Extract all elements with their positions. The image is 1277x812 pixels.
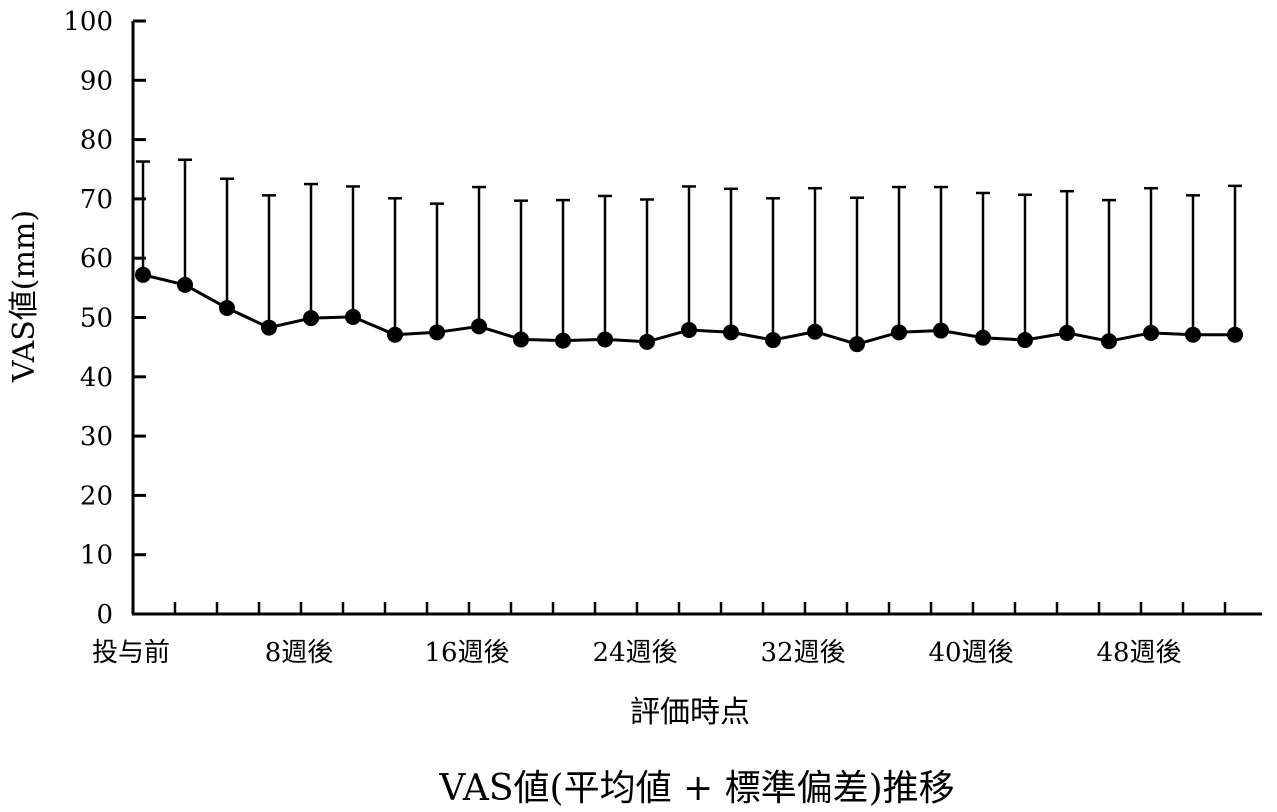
data-point	[303, 310, 319, 327]
data-point	[975, 329, 991, 346]
y-tick-label: 20	[80, 481, 113, 511]
x-tick-label: 16週後	[424, 638, 509, 668]
error-bars	[136, 158, 1242, 345]
x-tick-label: 投与前	[92, 638, 170, 668]
data-point	[345, 308, 361, 325]
data-points	[135, 266, 1243, 353]
y-tick-label: 100	[63, 7, 113, 37]
y-tick-label: 60	[80, 244, 113, 274]
x-tick-label: 48週後	[1096, 638, 1181, 668]
y-axis-title: VAS値(mm)	[7, 210, 42, 383]
data-point	[555, 332, 571, 349]
y-tick-label: 50	[80, 304, 113, 334]
data-point	[807, 323, 823, 340]
data-point	[135, 266, 151, 283]
y-tick-label: 40	[80, 363, 113, 393]
data-point	[1017, 332, 1033, 349]
data-point	[933, 322, 949, 339]
data-point	[261, 319, 277, 336]
tick-labels: 0 10 20 30 40 50 60 70 80 90 100 投与前 8週後 16週後 24週後 32週後…	[63, 7, 1181, 668]
x-tick-label: 40週後	[928, 638, 1013, 668]
x-tick-label: 24週後	[592, 638, 677, 668]
y-tick-label: 30	[80, 422, 113, 452]
data-point	[1101, 333, 1117, 350]
data-point	[681, 321, 697, 338]
data-point	[723, 324, 739, 341]
data-point	[891, 324, 907, 341]
data-point	[429, 324, 445, 341]
x-axis-title: 評価時点	[630, 695, 750, 730]
x-tick-label: 32週後	[760, 638, 845, 668]
y-tick-label: 0	[96, 600, 113, 630]
data-point	[597, 331, 613, 348]
chart-title: VAS値(平均値 + 標準偏差)推移	[438, 768, 954, 809]
data-point	[387, 326, 403, 343]
y-tick-label: 10	[80, 541, 113, 571]
data-point	[177, 276, 193, 293]
y-tick-label: 80	[80, 126, 113, 156]
data-point	[1185, 326, 1201, 343]
data-point	[1059, 324, 1075, 341]
data-point	[471, 318, 487, 335]
data-point	[849, 336, 865, 353]
data-point	[219, 300, 235, 317]
y-tick-label: 70	[80, 185, 113, 215]
data-point	[1143, 324, 1159, 341]
data-point	[765, 332, 781, 349]
data-point	[639, 333, 655, 350]
data-point	[1227, 326, 1243, 343]
y-tick-label: 90	[80, 66, 113, 96]
data-point	[513, 331, 529, 348]
x-tick-label: 8週後	[265, 638, 334, 668]
axes	[131, 19, 1262, 616]
